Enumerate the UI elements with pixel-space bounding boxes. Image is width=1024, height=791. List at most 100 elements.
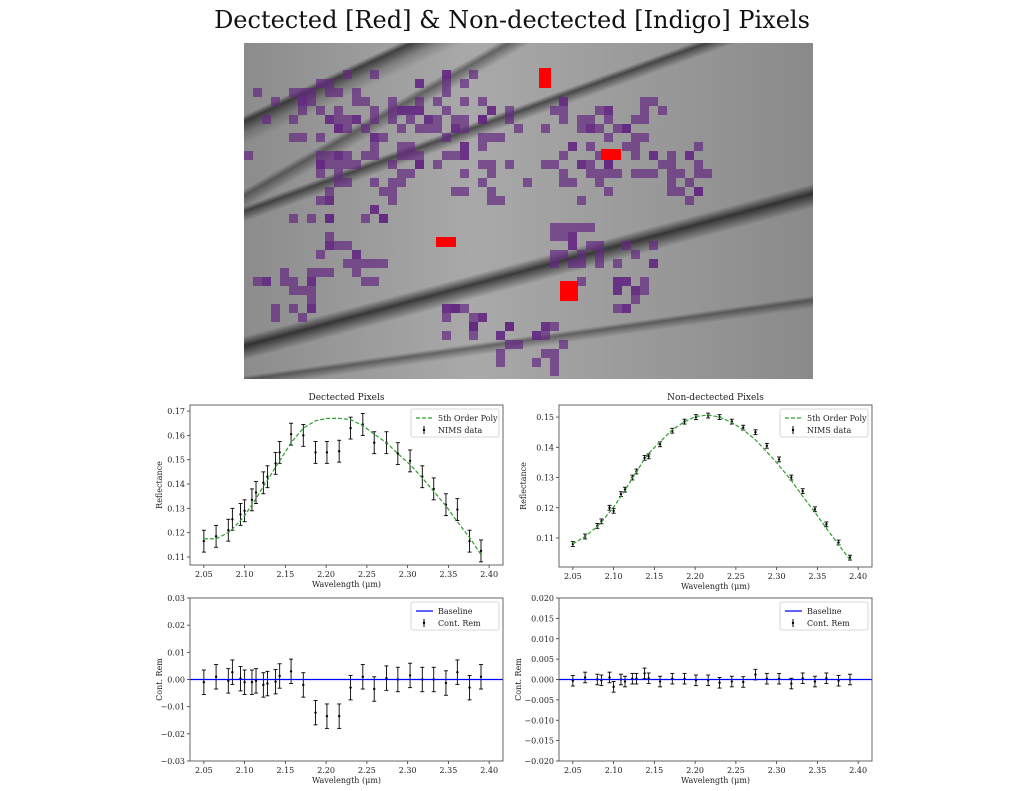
non-detected-pixel (388, 97, 397, 106)
non-detected-pixel (316, 268, 325, 277)
non-detected-pixel (451, 151, 460, 160)
x-tick-label: 2.10 (236, 766, 254, 775)
non-detected-pixel (406, 142, 415, 151)
non-detected-pixel (577, 196, 586, 205)
non-detected-pixel (244, 151, 253, 160)
data-point (214, 535, 218, 538)
data-point (444, 681, 448, 685)
non-detected-pixel (631, 286, 640, 295)
data-point (825, 523, 828, 526)
legend-box (410, 601, 500, 631)
non-detected-pixel (307, 214, 316, 223)
non-detected-pixel (334, 88, 343, 97)
data-point (658, 443, 662, 446)
non-detected-pixel (289, 214, 298, 223)
non-detected-pixel (289, 88, 298, 97)
non-detected-pixel (298, 97, 307, 106)
non-detected-pixel (289, 277, 298, 286)
data-point (408, 674, 412, 677)
non-detected-pixel (667, 178, 676, 187)
data-point (231, 670, 234, 674)
non-detected-pixel (505, 340, 514, 349)
y-tick-label: −0.005 (524, 696, 554, 705)
non-detected-pixel (361, 124, 370, 133)
non-detected-pixel (280, 268, 289, 277)
x-tick-label: 2.30 (768, 766, 786, 775)
non-detected-pixel (334, 160, 343, 169)
non-detected-pixel (406, 115, 415, 124)
non-detected-pixel (289, 115, 298, 124)
x-tick-label: 2.35 (439, 766, 457, 775)
non-detected-pixel (640, 115, 649, 124)
non-detected-pixel (559, 169, 568, 178)
non-detected-pixel (577, 259, 586, 268)
non-detected-pixel (649, 151, 658, 160)
non-detected-pixel (262, 277, 271, 286)
non-detected-pixel (649, 97, 658, 106)
non-detected-pixel (604, 169, 613, 178)
non-detected-pixel (694, 187, 703, 196)
y-tick-label: 0.000 (531, 676, 554, 685)
non-detected-pixel (316, 160, 325, 169)
non-detected-pixel (577, 223, 586, 232)
non-detected-pixel (541, 349, 550, 358)
poly-fit-line (572, 414, 851, 561)
x-tick-label: 2.25 (727, 572, 745, 581)
non-detected-pixel (415, 151, 424, 160)
non-detected-pixel (316, 250, 325, 259)
non-detected-pixel (640, 286, 649, 295)
data-point (266, 682, 269, 685)
non-detected-pixel (415, 124, 424, 133)
non-detected-pixel (586, 124, 595, 133)
x-tick-label: 2.05 (195, 766, 213, 775)
non-detected-pixel (487, 187, 496, 196)
data-point (373, 441, 376, 444)
non-detected-pixel (631, 295, 640, 304)
y-axis-label: Cont. Rem (514, 658, 523, 701)
non-detected-pixel (406, 151, 415, 160)
non-detected-pixel (424, 124, 433, 133)
non-detected-pixel (496, 133, 505, 142)
legend-box (779, 601, 869, 631)
non-detected-pixel (595, 241, 604, 250)
legend-label: Cont. Rem (807, 619, 850, 628)
x-tick-label: 2.20 (686, 766, 704, 775)
x-tick-label: 2.40 (849, 766, 867, 775)
data-point (250, 681, 254, 684)
axes-frame (189, 597, 504, 762)
x-tick-label: 2.30 (399, 766, 417, 775)
non-detected-pixel (559, 223, 568, 232)
data-point (612, 685, 615, 689)
non-detected-pixel (586, 160, 595, 169)
non-detected-pixel (316, 79, 325, 88)
detected-pixel (601, 149, 621, 160)
y-axis-label: Reflectance (155, 461, 164, 509)
data-point (765, 444, 769, 448)
data-point (432, 487, 435, 491)
data-point (813, 508, 817, 511)
data-point (314, 711, 317, 714)
axes-frame (558, 404, 873, 568)
non-detected-pixel (604, 115, 613, 124)
non-detected-pixel (577, 115, 586, 124)
y-tick-label: −0.01 (160, 703, 185, 712)
non-detected-pixel (586, 142, 595, 151)
non-detected-pixel (685, 151, 694, 160)
non-detected-pixel (649, 169, 658, 178)
x-tick-label: 2.20 (686, 572, 704, 581)
non-detected-pixel (352, 160, 361, 169)
legend-label: Baseline (438, 607, 473, 616)
non-detected-pixel (640, 97, 649, 106)
non-detected-pixel (478, 313, 487, 322)
non-detected-pixel (550, 322, 559, 331)
non-detected-pixel (424, 115, 433, 124)
non-detected-pixel (469, 331, 478, 340)
data-point (790, 682, 793, 685)
data-point (612, 509, 615, 512)
non-detected-pixel (514, 124, 523, 133)
y-tick-label: 0.12 (167, 529, 185, 538)
non-detected-pixel (253, 277, 262, 286)
non-detected-pixel (442, 70, 451, 79)
non-detected-pixel (586, 115, 595, 124)
legend-point-swatch (791, 621, 795, 625)
